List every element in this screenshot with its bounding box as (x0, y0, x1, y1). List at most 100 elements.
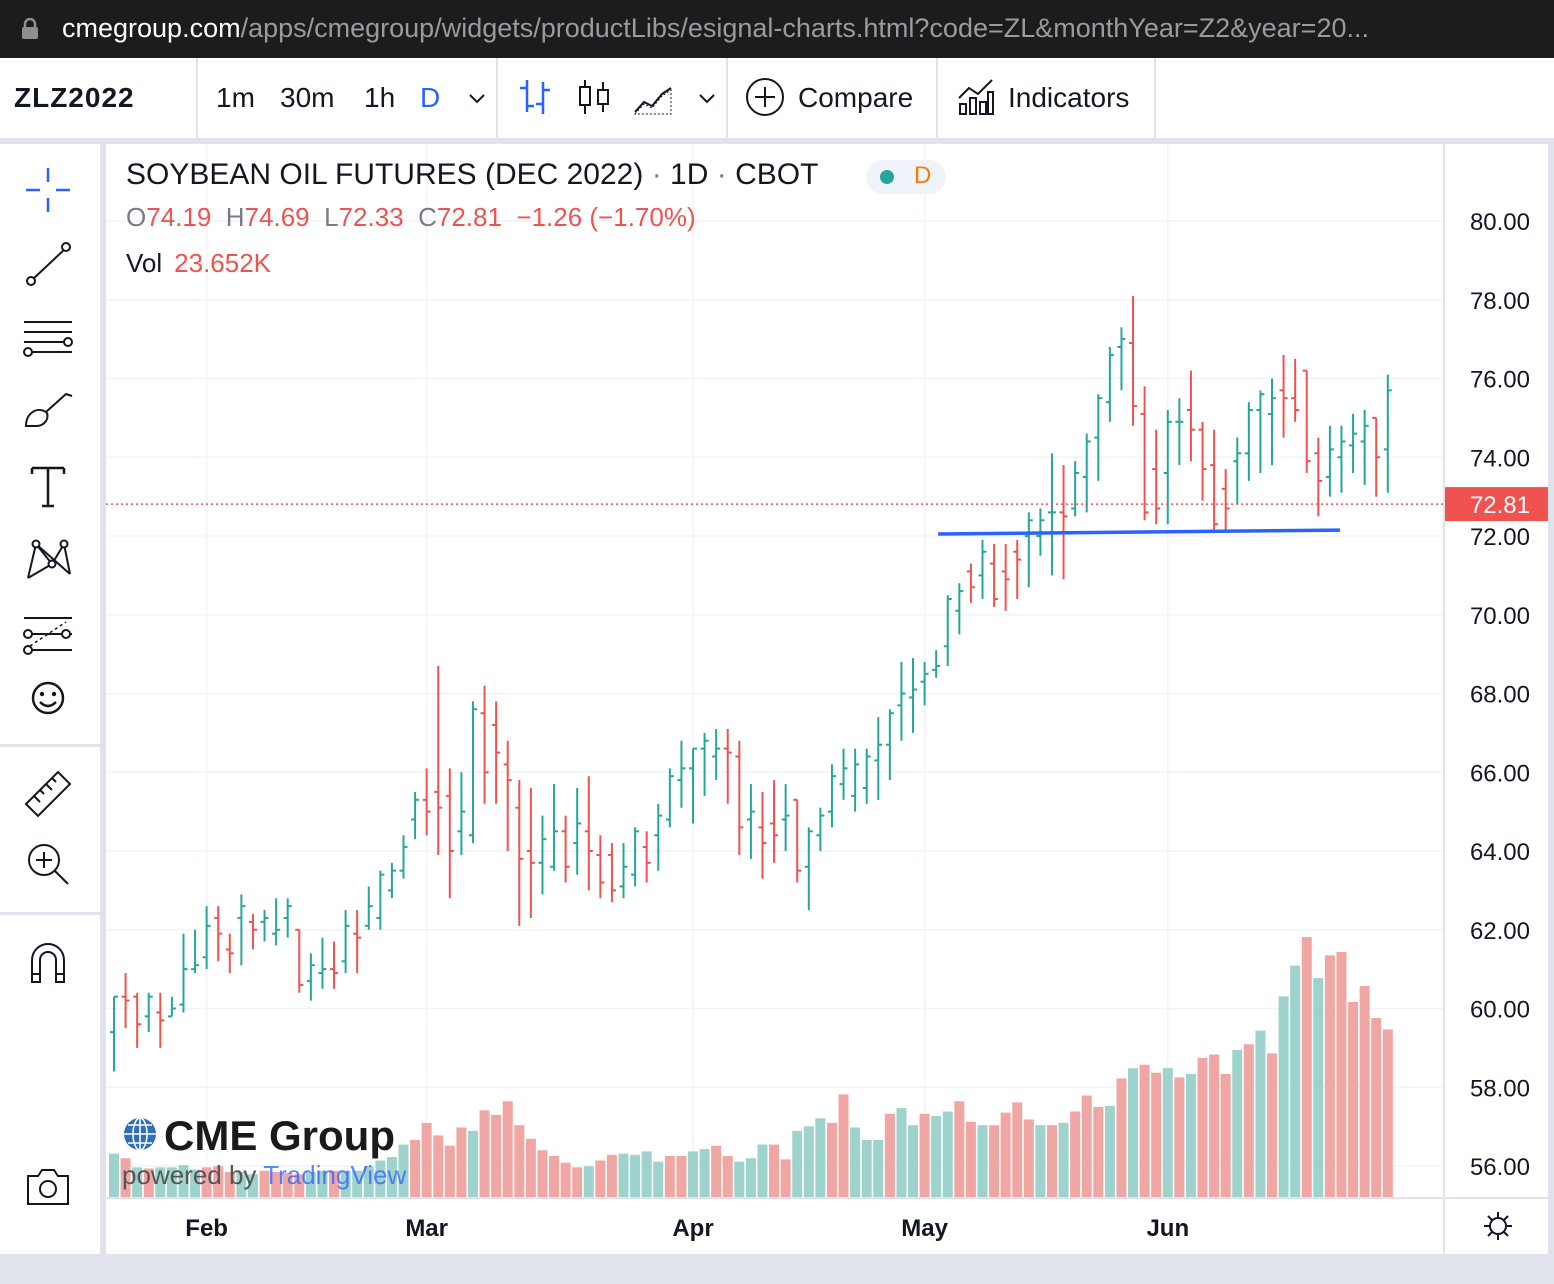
volume-bar (1313, 978, 1324, 1197)
timeframe-1m[interactable]: 1m (216, 82, 255, 113)
ohlc-bar (654, 803, 663, 871)
ohlc-bar (1013, 539, 1022, 599)
ohlc-bar (584, 776, 593, 891)
compare-plus-icon[interactable] (744, 76, 786, 118)
fib-retracement-icon[interactable] (22, 312, 74, 364)
ohlc-bar (955, 583, 964, 635)
month-tick-label: May (901, 1215, 948, 1242)
brush-icon[interactable] (22, 386, 74, 438)
indicators-button[interactable]: Indicators (1008, 82, 1130, 113)
volume-bar (1023, 1119, 1034, 1197)
emoji-icon[interactable] (22, 672, 74, 724)
ohlc-bar (503, 740, 512, 851)
timeframe-1h[interactable]: 1h (364, 82, 396, 113)
volume-bar (479, 1110, 490, 1197)
trend-line-icon[interactable] (22, 238, 74, 290)
volume-bar (1371, 1018, 1382, 1197)
volume-bar (803, 1126, 814, 1197)
price-chart[interactable]: 56.00 58.00 60.00 62.00 64.00 66.00 68.00 70.00… (106, 144, 1548, 1254)
month-tick-label: Feb (185, 1215, 228, 1242)
low-value: 72.33 (338, 202, 404, 232)
volume-bar (1093, 1106, 1104, 1197)
ohlc-bar (990, 543, 999, 607)
text-icon[interactable] (22, 460, 74, 512)
crosshair-icon[interactable] (22, 164, 74, 216)
zoom-in-icon[interactable] (22, 838, 74, 890)
ohlc-bar (387, 862, 396, 899)
volume-bar (931, 1116, 942, 1197)
low-label: L (324, 202, 339, 232)
candles-chart-type-icon[interactable] (576, 76, 612, 118)
ohlc-bar (1152, 429, 1161, 525)
delayed-badge: D (914, 162, 932, 189)
timeframe-dropdown-icon[interactable] (466, 88, 488, 108)
chart-legend-title[interactable]: SOYBEAN OIL FUTURES (DEC 2022) · 1D · CB… (126, 158, 818, 192)
volume-bar (166, 1167, 177, 1197)
volume-bar (1336, 951, 1347, 1197)
chart-type-dropdown-icon[interactable] (696, 88, 718, 108)
ohlc-bar (364, 886, 373, 930)
ohlc-bar (1175, 398, 1184, 466)
toolbar-divider (726, 58, 728, 138)
toolbar-divider (0, 744, 100, 747)
ohlc-bar (1233, 437, 1242, 505)
ohlc-bar (1071, 461, 1080, 517)
volume-bar (1220, 1073, 1231, 1197)
volume-bar (815, 1118, 826, 1197)
ohlc-bar (677, 740, 686, 808)
ohlc-bar (1337, 425, 1346, 493)
ruler-icon[interactable] (22, 768, 74, 820)
ohlc-bar (1094, 394, 1103, 481)
market-status-badge[interactable]: D (866, 160, 946, 194)
volume-bar (606, 1154, 617, 1197)
price-tick-label: 56.00 (1470, 1154, 1530, 1181)
volume-bar (282, 1173, 293, 1197)
ohlc-bar (909, 658, 918, 733)
timeframe-d[interactable]: D (420, 82, 441, 113)
volume-legend: Vol 23.652K (126, 248, 271, 279)
volume-bar (1046, 1125, 1057, 1197)
settings-gear-icon[interactable] (1484, 1212, 1512, 1240)
ohlc-bar (341, 910, 350, 974)
volume-bar (1255, 1030, 1266, 1197)
area-chart-type-icon[interactable] (632, 76, 674, 118)
ohlc-bar (1163, 410, 1172, 525)
globe-logo-icon (124, 1117, 156, 1151)
month-tick-label: Mar (405, 1215, 448, 1242)
volume-bar (456, 1127, 467, 1197)
volume-bars (109, 937, 1393, 1197)
browser-url-bar[interactable]: cmegroup.com/apps/cmegroup/widgets/produ… (0, 0, 1554, 58)
high-label: H (225, 202, 245, 232)
price-axis: 56.00 58.00 60.00 62.00 64.00 66.00 68.00 70.00… (1470, 209, 1530, 1181)
ohlc-bar (619, 843, 628, 899)
volume-bar (919, 1113, 930, 1197)
pattern-icon[interactable] (22, 534, 74, 586)
volume-bar (1185, 1073, 1196, 1197)
ohlc-bar (665, 768, 674, 828)
ohlc-bar (862, 748, 871, 804)
volume-bar (329, 1170, 340, 1197)
prediction-icon[interactable] (22, 608, 74, 660)
magnet-icon[interactable] (22, 938, 74, 990)
ohlc-bar (1198, 421, 1207, 501)
ohlc-bar (1268, 378, 1276, 466)
indicators-icon[interactable] (956, 76, 996, 118)
url-text[interactable]: cmegroup.com/apps/cmegroup/widgets/produ… (62, 13, 1369, 44)
price-tick-label: 66.00 (1470, 760, 1530, 787)
bars-chart-type-icon[interactable] (516, 76, 554, 118)
ohlc-bar (457, 772, 466, 855)
ohlc-bar (1314, 437, 1323, 517)
volume-bar (757, 1144, 768, 1197)
ohlc-bar (225, 933, 234, 974)
tradingview-brand: TradingView (263, 1160, 407, 1190)
symbol-search[interactable]: ZLZ2022 (14, 82, 135, 113)
ohlc-bar (689, 747, 697, 824)
ohlc-bar (295, 928, 304, 993)
timeframe-30m[interactable]: 30m (280, 82, 335, 113)
camera-icon[interactable] (22, 1160, 74, 1212)
powered-by-label: powered by (122, 1160, 257, 1190)
high-value: 74.69 (244, 202, 310, 232)
volume-bar (259, 1170, 270, 1197)
compare-button[interactable]: Compare (798, 82, 914, 113)
volume-bar (444, 1145, 455, 1197)
